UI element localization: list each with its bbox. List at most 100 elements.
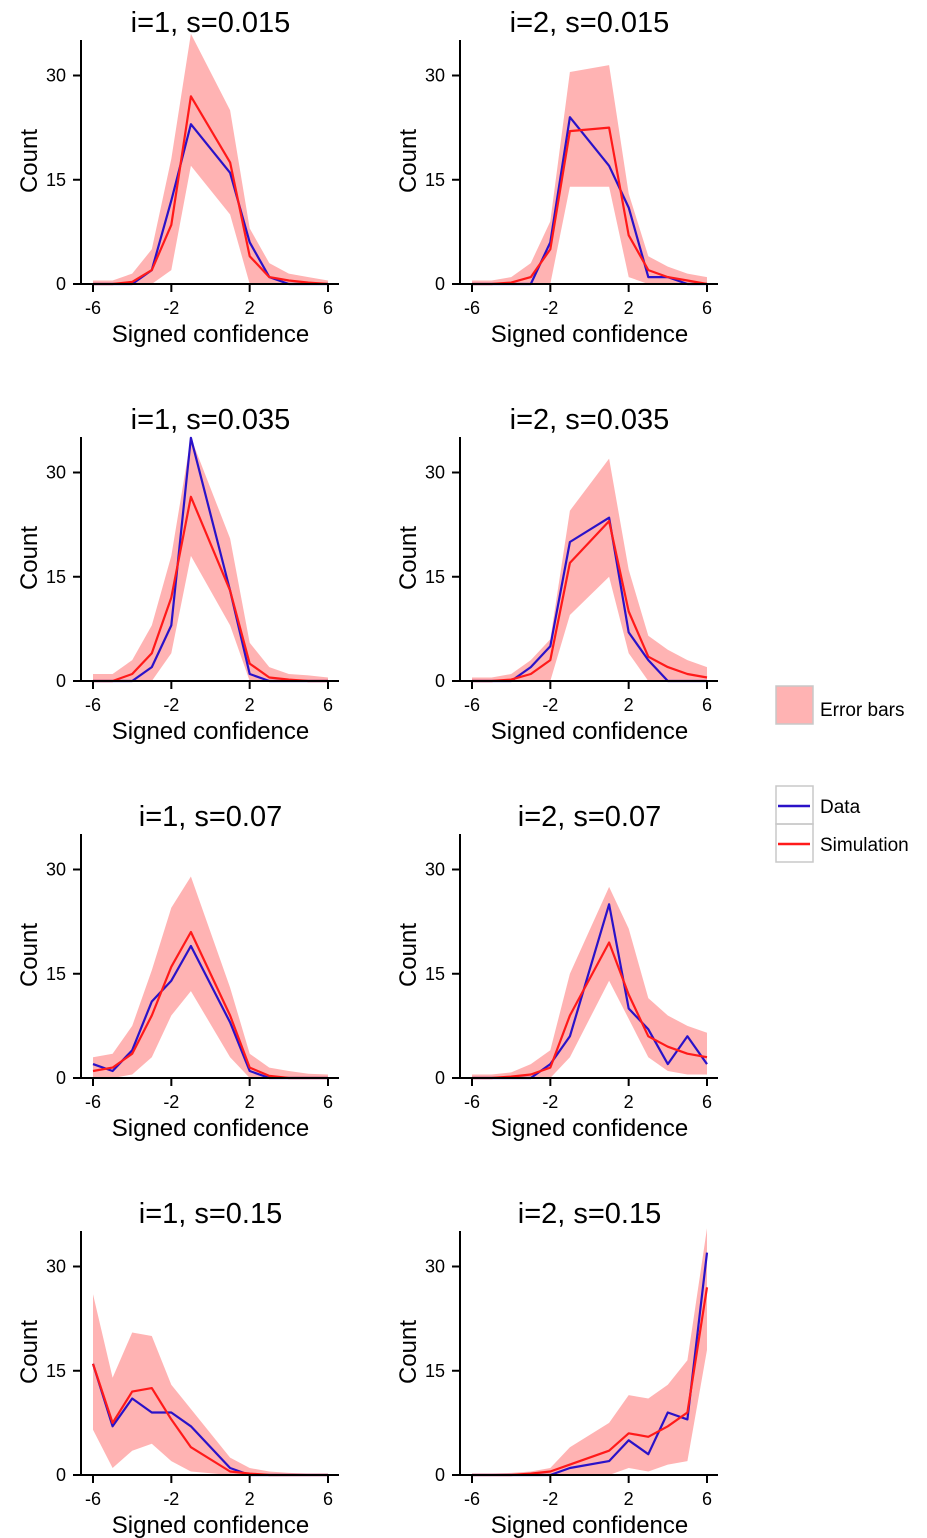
x-axis-label: Signed confidence (491, 1512, 688, 1538)
simulation-line (472, 126, 708, 286)
panels: 0 15 30 -6 -2 2 6 i=1, s=0.015 Signed confidence… (16, 7, 718, 1538)
panel-title: i=2, s=0.07 (518, 801, 662, 833)
x-tick-label: 2 (624, 695, 634, 715)
x-tick-label: -6 (464, 1489, 480, 1509)
y-tick-label: 15 (46, 170, 66, 190)
y-tick-label: 0 (56, 671, 66, 691)
x-tick-label: -2 (163, 1489, 179, 1509)
x-tick-label: 2 (245, 1489, 255, 1509)
panel-title: i=1, s=0.015 (131, 7, 291, 39)
x-tick-label: -2 (542, 1489, 558, 1509)
error-band (93, 437, 328, 681)
y-tick-label: 15 (425, 567, 445, 587)
error-band (93, 1294, 328, 1475)
y-tick-label: 15 (46, 964, 66, 984)
panel-title: i=2, s=0.035 (510, 404, 670, 436)
data-line (472, 116, 707, 286)
panel-3: 0 15 30 -6 -2 2 6 i=1, s=0.035 Signed confidence… (16, 404, 339, 745)
x-tick-label: -2 (542, 1092, 558, 1112)
legend-error-label: Error bars (820, 700, 904, 721)
y-tick-label: 0 (56, 1068, 66, 1088)
y-tick-label: 0 (56, 1465, 66, 1485)
x-tick-label: 6 (702, 1092, 712, 1112)
x-tick-label: -6 (85, 1489, 101, 1509)
panel-title: i=1, s=0.15 (139, 1198, 283, 1230)
panel-title: i=2, s=0.015 (510, 7, 670, 39)
x-axis-label: Signed confidence (112, 321, 309, 348)
y-axis-label: Count (16, 129, 43, 193)
x-tick-label: -2 (163, 695, 179, 715)
panel-8: 0 15 30 -6 -2 2 6 i=2, s=0.15 Signed confidence C… (395, 1198, 718, 1538)
y-tick-label: 30 (425, 860, 445, 880)
y-tick-label: 0 (435, 1068, 445, 1088)
y-tick-label: 30 (425, 66, 445, 86)
x-tick-label: 2 (245, 1092, 255, 1112)
legend-lines: Data Simulation (775, 785, 909, 863)
x-tick-label: 6 (702, 695, 712, 715)
panel-6: 0 15 30 -6 -2 2 6 i=2, s=0.07 Signed confidence C… (395, 801, 718, 1142)
y-tick-label: 15 (425, 170, 445, 190)
y-axis-label: Count (16, 923, 43, 987)
error-band (472, 886, 707, 1078)
x-tick-label: 6 (323, 1092, 333, 1112)
x-tick-label: 6 (323, 1489, 333, 1509)
x-axis-label: Signed confidence (491, 321, 688, 348)
panel-title: i=2, s=0.15 (518, 1198, 662, 1230)
x-tick-label: -6 (85, 1092, 101, 1112)
panel-2: 0 15 30 -6 -2 2 6 i=2, s=0.015 Signed confidence… (395, 7, 718, 348)
x-tick-label: 6 (702, 298, 712, 318)
simulation-line (472, 519, 708, 683)
x-tick-label: 6 (702, 1489, 712, 1509)
x-tick-label: 6 (323, 298, 333, 318)
panel-title: i=1, s=0.07 (139, 801, 283, 833)
x-tick-label: -6 (464, 695, 480, 715)
error-band (472, 1228, 707, 1475)
panel-7: 0 15 30 -6 -2 2 6 i=1, s=0.15 Signed confidence C… (16, 1198, 339, 1538)
error-band (93, 33, 328, 284)
error-band (472, 458, 707, 681)
x-tick-label: -2 (542, 695, 558, 715)
y-tick-label: 30 (46, 66, 66, 86)
y-tick-label: 15 (46, 1361, 66, 1381)
x-axis-label: Signed confidence (112, 1115, 309, 1142)
y-tick-label: 30 (425, 1257, 445, 1277)
x-tick-label: -6 (85, 298, 101, 318)
x-tick-label: 2 (624, 1489, 634, 1509)
panel-5: 0 15 30 -6 -2 2 6 i=1, s=0.07 Signed confidence C… (16, 801, 339, 1142)
simulation-line (472, 941, 708, 1080)
x-tick-label: -2 (163, 298, 179, 318)
y-tick-label: 0 (435, 671, 445, 691)
panel-4: 0 15 30 -6 -2 2 6 i=2, s=0.035 Signed confidence… (395, 404, 718, 745)
x-tick-label: -6 (85, 695, 101, 715)
y-tick-label: 30 (46, 1257, 66, 1277)
legend-error: Error bars (775, 685, 904, 725)
x-tick-label: 2 (624, 1092, 634, 1112)
legend-data-label: Data (820, 797, 861, 818)
y-tick-label: 15 (425, 964, 445, 984)
y-axis-label: Count (395, 526, 422, 590)
x-tick-label: 6 (323, 695, 333, 715)
x-tick-label: -2 (163, 1092, 179, 1112)
data-line (93, 123, 328, 286)
x-tick-label: -6 (464, 298, 480, 318)
x-tick-label: -2 (542, 298, 558, 318)
legend-sim-label: Simulation (820, 835, 909, 856)
x-tick-label: 2 (624, 298, 634, 318)
y-axis-label: Count (395, 923, 422, 987)
y-axis-label: Count (395, 1320, 422, 1384)
panel-1: 0 15 30 -6 -2 2 6 i=1, s=0.015 Signed confidence… (16, 7, 339, 348)
x-axis-label: Signed confidence (112, 718, 309, 745)
error-band (472, 65, 707, 284)
x-axis-label: Signed confidence (491, 718, 688, 745)
y-axis-label: Count (395, 129, 422, 193)
simulation-line (93, 95, 329, 286)
legend-error-swatch (775, 685, 814, 725)
x-tick-label: -6 (464, 1092, 480, 1112)
x-axis-label: Signed confidence (491, 1115, 688, 1142)
legend-sim-box (775, 823, 814, 863)
y-tick-label: 15 (46, 567, 66, 587)
y-tick-label: 30 (46, 860, 66, 880)
y-axis-label: Count (16, 1320, 43, 1384)
y-tick-label: 0 (435, 274, 445, 294)
simulation-line (93, 495, 328, 683)
